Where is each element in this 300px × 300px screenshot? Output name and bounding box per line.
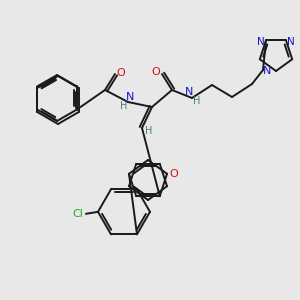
Text: N: N (287, 37, 295, 47)
Text: O: O (117, 68, 125, 78)
Text: H: H (120, 101, 128, 111)
Text: H: H (145, 126, 153, 136)
Text: N: N (263, 66, 271, 76)
Text: O: O (152, 67, 160, 77)
Text: Cl: Cl (73, 209, 83, 219)
Text: N: N (126, 92, 134, 102)
Text: N: N (185, 87, 193, 97)
Text: O: O (169, 169, 178, 179)
Text: N: N (257, 37, 265, 47)
Text: H: H (193, 96, 201, 106)
